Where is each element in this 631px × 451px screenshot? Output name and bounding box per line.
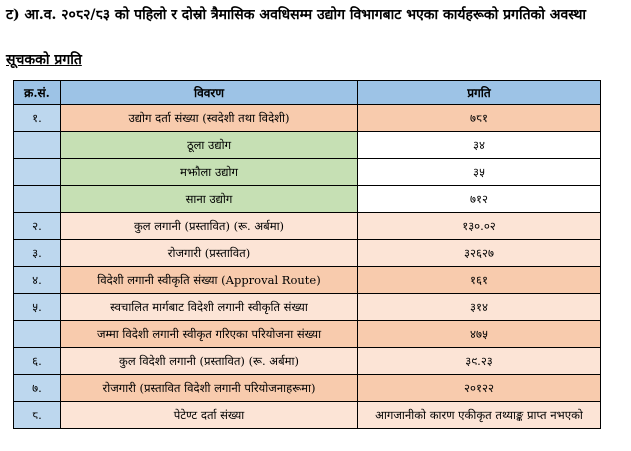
progress-value: ७८१ (357, 104, 601, 132)
progress-value: आगजानीको कारण एकीकृत तथ्याङ्क प्राप्त नभ… (357, 401, 601, 429)
progress-value: ४७५ (357, 320, 601, 348)
serial-number: २. (13, 212, 61, 240)
table-row: ३. रोजगारी (प्रस्तावित) ३२६२७ (13, 239, 601, 267)
serial-number: ५. (13, 293, 61, 321)
progress-value: ७१२ (357, 185, 601, 213)
description: रोजगारी (प्रस्तावित) (60, 239, 358, 267)
serial-number: ८. (13, 401, 61, 429)
sub-heading: सूचकको प्रगति (6, 52, 82, 68)
progress-value: २०१२२ (357, 374, 601, 402)
serial-number: ४. (13, 266, 61, 294)
description: रोजगारी (प्रस्तावित विदेशी लगानी परियोजन… (60, 374, 358, 402)
description: कुल विदेशी लगानी (प्रस्तावित) (रू. अर्बम… (60, 347, 358, 375)
description: पेटेण्ट दर्ता संख्या (60, 401, 358, 429)
table-row: १. उद्योग दर्ता संख्या (स्वदेशी तथा विदेश… (13, 104, 601, 132)
column-header: क्र.सं. (13, 80, 61, 105)
serial-number (13, 158, 61, 186)
progress-value: ३९.२३ (357, 347, 601, 375)
description: स्वचालित मार्गबाट विदेशी लगानी स्वीकृति … (60, 293, 358, 321)
description: उद्योग दर्ता संख्या (स्वदेशी तथा विदेशी) (60, 104, 358, 132)
description: साना उद्योग (60, 185, 358, 213)
progress-value: ३२६२७ (357, 239, 601, 267)
progress-table: क्र.सं. विवरण प्रगति १. उद्योग दर्ता संख्… (13, 80, 601, 429)
table-row: ६. कुल विदेशी लगानी (प्रस्तावित) (रू. अर्… (13, 347, 601, 375)
serial-number (13, 131, 61, 159)
serial-number: ७. (13, 374, 61, 402)
description: विदेशी लगानी स्वीकृति संख्या (Approval R… (60, 266, 358, 294)
serial-number (13, 185, 61, 213)
description: कुल लगानी (प्रस्तावित) (रू. अर्बमा) (60, 212, 358, 240)
table-row: ७. रोजगारी (प्रस्तावित विदेशी लगानी परियो… (13, 374, 601, 402)
progress-value: ३४ (357, 131, 601, 159)
table-row: ४. विदेशी लगानी स्वीकृति संख्या (Approval… (13, 266, 601, 294)
table-body: १. उद्योग दर्ता संख्या (स्वदेशी तथा विदेश… (13, 104, 601, 429)
section-heading: ट) आ.व. २०८२/८३ को पहिलो र दोस्रो त्रैमा… (6, 7, 587, 23)
serial-number: ६. (13, 347, 61, 375)
column-header: विवरण (60, 80, 358, 105)
description: मझौला उद्योग (60, 158, 358, 186)
description: जम्मा विदेशी लगानी स्वीकृत गरिएका परियोज… (60, 320, 358, 348)
table-row: साना उद्योग ७१२ (13, 185, 601, 213)
progress-value: १३०.०२ (357, 212, 601, 240)
progress-value: ३१४ (357, 293, 601, 321)
table-row: २. कुल लगानी (प्रस्तावित) (रू. अर्बमा) १३०… (13, 212, 601, 240)
table-row: जम्मा विदेशी लगानी स्वीकृत गरिएका परियोज… (13, 320, 601, 348)
description: ठूला उद्योग (60, 131, 358, 159)
table-row: मझौला उद्योग ३५ (13, 158, 601, 186)
column-header: प्रगति (357, 80, 601, 105)
serial-number: १. (13, 104, 61, 132)
progress-value: १६१ (357, 266, 601, 294)
progress-value: ३५ (357, 158, 601, 186)
serial-number: ३. (13, 239, 61, 267)
table-row: ५. स्वचालित मार्गबाट विदेशी लगानी स्वीकृत… (13, 293, 601, 321)
header-row: क्र.सं. विवरण प्रगति (13, 80, 601, 105)
table-row: ८. पेटेण्ट दर्ता संख्या आगजानीको कारण एकीक… (13, 401, 601, 429)
table-row: ठूला उद्योग ३४ (13, 131, 601, 159)
serial-number (13, 320, 61, 348)
